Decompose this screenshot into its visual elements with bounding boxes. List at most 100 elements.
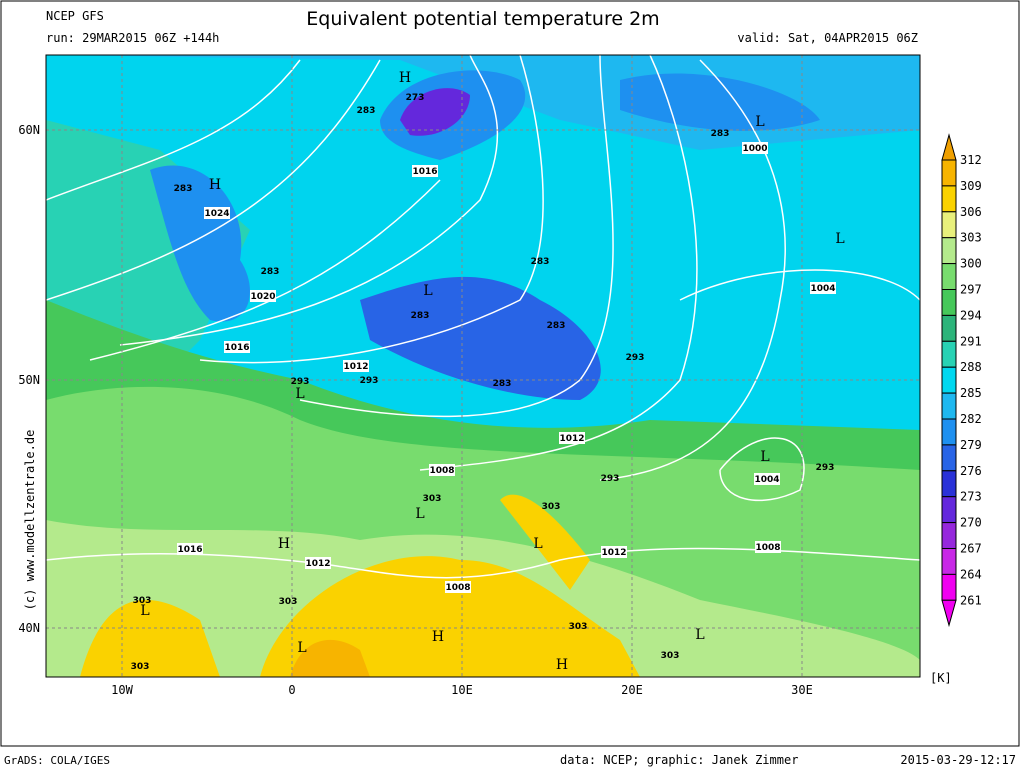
contour-label: 1012 [559, 434, 584, 444]
colorbar-box [941, 211, 957, 239]
isobar-label-bg [412, 165, 438, 177]
isobar-label-bg [224, 341, 250, 353]
pressure-center: L [835, 231, 844, 247]
colorbar-label: 288 [960, 360, 982, 374]
colorbar-box [941, 237, 957, 265]
contour-label: 1024 [204, 209, 229, 219]
isobar-label-bg [305, 557, 331, 569]
pressure-center: H [209, 177, 221, 193]
isobar-label-bg [250, 290, 276, 302]
contour-label: 1016 [412, 167, 437, 177]
pressure-center: L [760, 449, 769, 465]
title: Equivalent potential temperature 2m [306, 8, 659, 30]
contour-label: 303 [569, 622, 588, 632]
run: run: 29MAR2015 06Z +144h [46, 31, 219, 45]
contour-label: 1012 [601, 548, 626, 558]
contour-label: 283 [711, 129, 730, 139]
contour-label: 283 [261, 267, 280, 277]
contour-label: 303 [131, 662, 150, 672]
contour-label: 1004 [754, 475, 779, 485]
colorbar-label: 270 [960, 516, 982, 530]
footer-timestamp: 2015-03-29-12:17 [900, 753, 1016, 767]
colorbar-label: 312 [960, 153, 982, 167]
colorbar-cap [941, 133, 957, 161]
contour-label: 293 [291, 377, 310, 387]
lon-label: 0 [288, 683, 295, 697]
pressure-center: H [556, 657, 568, 673]
colorbar-label: 282 [960, 412, 982, 426]
contour-label: 283 [357, 106, 376, 116]
contour-label: 1020 [250, 292, 275, 302]
pressure-center: L [297, 640, 306, 656]
contour-label: 1008 [445, 583, 470, 593]
colorbar-box [941, 418, 957, 446]
lon-label: 30E [791, 683, 813, 697]
colorbar-label: 267 [960, 542, 982, 556]
colorbar-label: 300 [960, 257, 982, 271]
colorbar-box [941, 159, 957, 187]
footer-source: data: NCEP; graphic: Janek Zimmer [560, 753, 798, 767]
contour-label: 293 [626, 353, 645, 363]
colorbar-box [941, 444, 957, 472]
contour-label: 283 [411, 311, 430, 321]
colorbar-label: 306 [960, 205, 982, 219]
isobar-label-bg [754, 473, 780, 485]
lon-label: 10E [451, 683, 473, 697]
contour-label: 1016 [177, 545, 202, 555]
contour-label: 293 [816, 463, 835, 473]
pressure-center: L [755, 114, 764, 130]
valid: valid: Sat, 04APR2015 06Z [737, 31, 918, 45]
pressure-center: L [695, 627, 704, 643]
pressure-center: H [278, 536, 290, 552]
contour-label: 283 [547, 321, 566, 331]
contour-label: 283 [493, 379, 512, 389]
isobar-label-bg [177, 543, 203, 555]
contour-label: 1012 [343, 362, 368, 372]
pressure-center: L [295, 386, 304, 402]
contour-label: 1008 [429, 466, 454, 476]
contour-label: 1000 [742, 144, 767, 154]
isobar-label-bg [429, 464, 455, 476]
pressure-center: L [415, 506, 424, 522]
colorbar-label: 303 [960, 231, 982, 245]
colorbar-box [941, 548, 957, 575]
lon-label: 20E [621, 683, 643, 697]
colorbar-box [941, 185, 957, 213]
colorbar-box [941, 573, 957, 601]
outer-frame [0, 0, 1020, 747]
isobar-label-bg [445, 581, 471, 593]
colorbar-cap [941, 599, 957, 628]
contour-label: 303 [661, 651, 680, 661]
isobar-label-bg [559, 432, 585, 444]
contour-label: 303 [542, 502, 561, 512]
colorbar-box [941, 496, 957, 524]
contour-label: 303 [279, 597, 298, 607]
contour-label: 293 [601, 474, 620, 484]
colorbar-unit: [K] [930, 671, 952, 685]
lat-label: 40N [18, 621, 40, 635]
contour-label: 283 [174, 184, 193, 194]
credit: (c) www.modellzentrale.de [23, 430, 37, 611]
colorbar-box [941, 289, 957, 316]
colorbar-label: 309 [960, 179, 982, 193]
contour-label: 1016 [224, 343, 249, 353]
isobar-label-bg [755, 541, 781, 553]
colorbar-box [941, 522, 957, 549]
colorbar-label: 279 [960, 438, 982, 452]
colorbar-label: 276 [960, 464, 982, 478]
contour-label: 1008 [755, 543, 780, 553]
colorbar-label: 291 [960, 334, 982, 348]
colorbar-box [941, 314, 957, 342]
isobar-label-bg [742, 142, 768, 154]
contour-label: 283 [531, 257, 550, 267]
colorbar-box [941, 263, 957, 291]
pressure-center: H [399, 70, 411, 86]
pressure-center: L [423, 283, 432, 299]
colorbar-label: 264 [960, 567, 982, 581]
model: NCEP GFS [46, 9, 104, 23]
colorbar-box [941, 392, 957, 420]
pressure-center: L [533, 536, 542, 552]
isobar-label-bg [343, 360, 369, 372]
contour-label: 303 [133, 596, 152, 606]
colorbar-label: 273 [960, 490, 982, 504]
